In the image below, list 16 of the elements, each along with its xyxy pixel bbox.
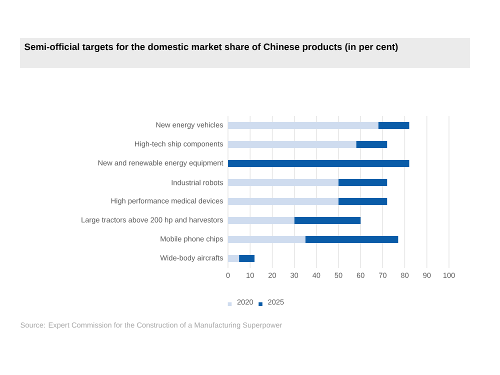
bar [378, 122, 410, 130]
bar [228, 236, 306, 244]
bar [228, 140, 356, 148]
bar [228, 122, 378, 130]
bar [228, 160, 410, 168]
bar [338, 178, 388, 186]
bar [228, 216, 294, 224]
bar [294, 216, 361, 224]
bar [228, 198, 338, 206]
bar [356, 140, 388, 148]
bar [239, 254, 255, 262]
bar [338, 198, 388, 206]
chart-title: Semi-official targets for the domestic market share of Chinese products (in per cent) [24, 43, 398, 52]
bar [228, 254, 240, 262]
bar [228, 178, 338, 186]
bar [305, 236, 398, 244]
